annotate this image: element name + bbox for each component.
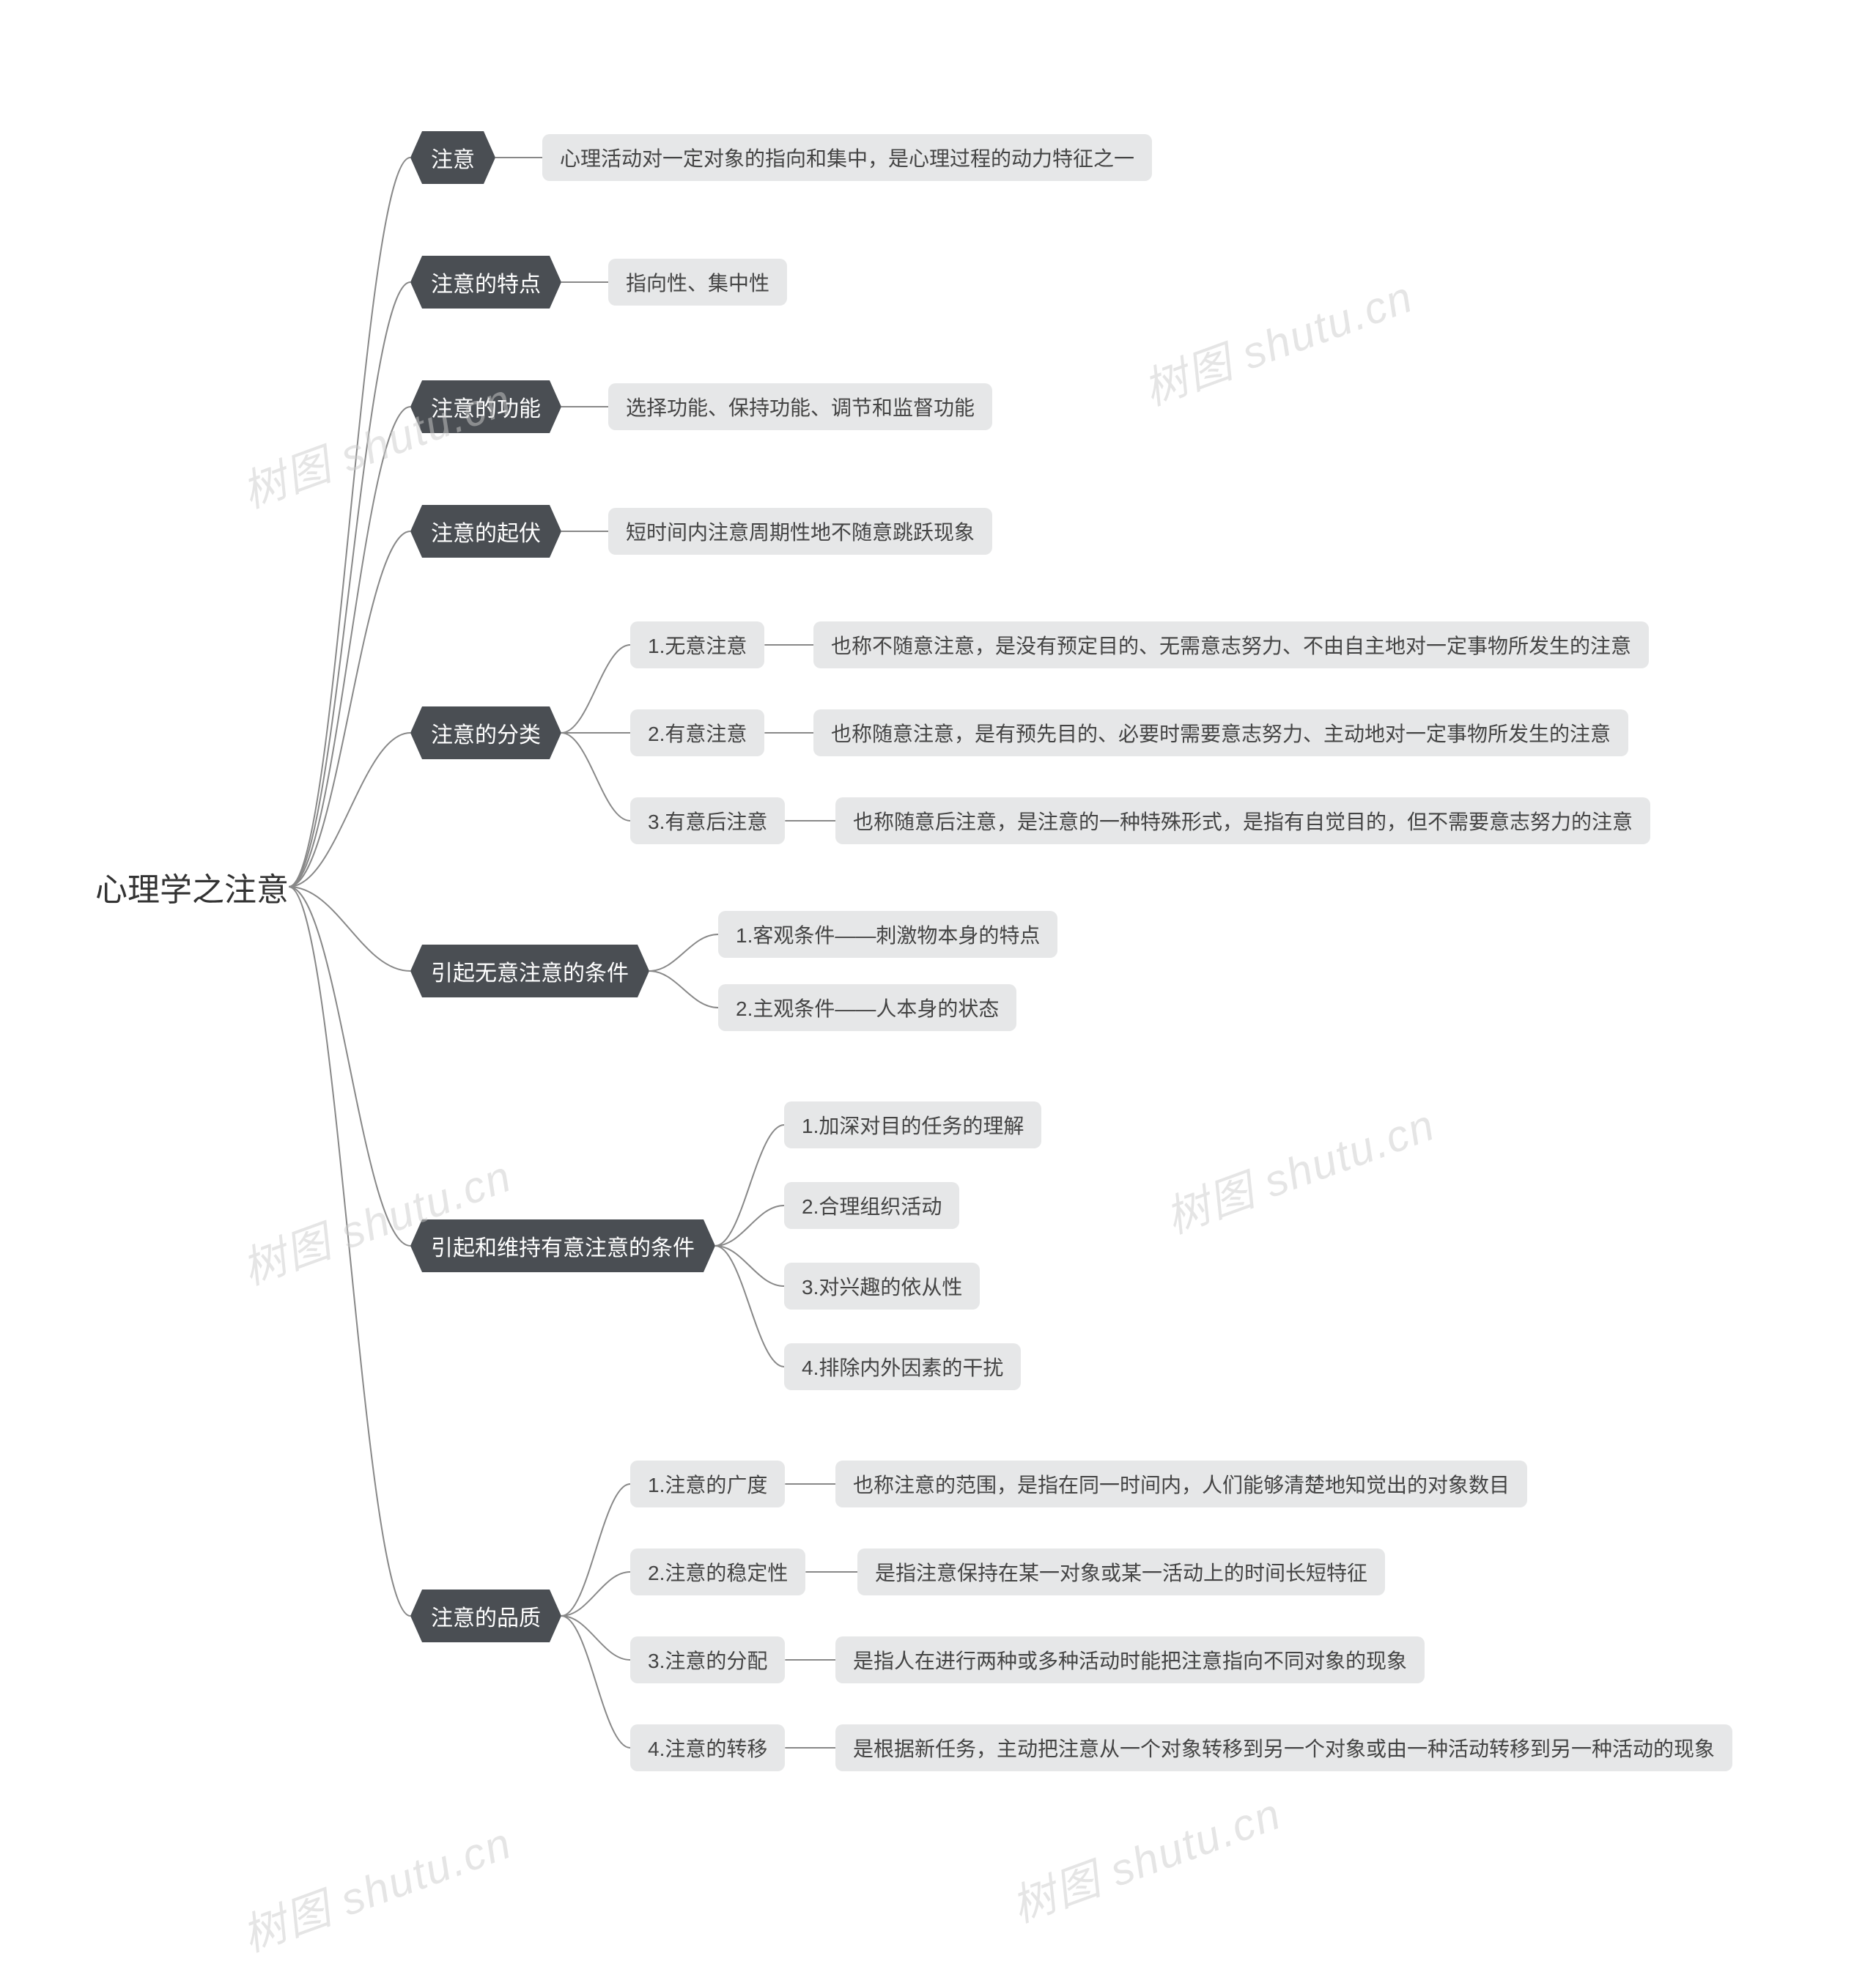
node-label: 1.客观条件——刺激物本身的特点 — [736, 924, 1040, 947]
edge — [561, 645, 630, 733]
node-n1: 注意 — [410, 131, 495, 184]
node-label: 3.对兴趣的依从性 — [802, 1276, 962, 1299]
edge — [649, 971, 718, 1008]
node-label: 也称随意注意，是有预先目的、必要时需要意志努力、主动地对一定事物所发生的注意 — [831, 723, 1611, 745]
node-label: 注意的特点 — [431, 273, 541, 297]
node-n5: 注意的分类 — [410, 706, 561, 759]
watermark: 树图 shutu.cn — [1134, 262, 1421, 418]
node-label: 心理活动对一定对象的指向和集中，是心理过程的动力特征之一 — [560, 147, 1134, 170]
watermark: 树图 shutu.cn — [1002, 1779, 1289, 1935]
node-label: 注意的功能 — [431, 397, 541, 421]
watermark: 树图 shutu.cn — [232, 1141, 520, 1298]
root-node: 心理学之注意 — [95, 863, 289, 910]
node-n5b: 2.有意注意 — [630, 709, 764, 756]
edge — [649, 934, 718, 971]
node-label: 2.主观条件——人本身的状态 — [736, 997, 999, 1020]
node-label: 4.注意的转移 — [648, 1738, 767, 1760]
node-n3: 注意的功能 — [410, 380, 561, 433]
node-n5c: 3.有意后注意 — [630, 797, 785, 844]
edge — [715, 1206, 784, 1246]
watermark: 树图 shutu.cn — [232, 1808, 520, 1964]
node-n8a1: 也称注意的范围，是指在同一时间内，人们能够清楚地知觉出的对象数目 — [835, 1461, 1527, 1507]
node-n7b: 2.合理组织活动 — [784, 1182, 959, 1229]
edge — [715, 1246, 784, 1367]
node-label: 注意的品质 — [431, 1606, 541, 1631]
node-label: 3.有意后注意 — [648, 811, 767, 833]
edge — [289, 887, 410, 971]
edge — [561, 733, 630, 821]
edge — [715, 1125, 784, 1246]
node-label: 4.排除内外因素的干扰 — [802, 1356, 1003, 1379]
edge — [561, 1616, 630, 1748]
node-n8b: 2.注意的稳定性 — [630, 1548, 805, 1595]
edge — [715, 1246, 784, 1286]
edge — [289, 531, 410, 887]
node-label: 2.有意注意 — [648, 723, 747, 745]
node-label: 也称不随意注意，是没有预定目的、无需意志努力、不由自主地对一定事物所发生的注意 — [831, 635, 1631, 657]
root-label: 心理学之注意 — [95, 872, 289, 908]
node-n4: 注意的起伏 — [410, 505, 561, 558]
watermark: 树图 shutu.cn — [1156, 1090, 1443, 1247]
node-n8c: 3.注意的分配 — [630, 1636, 785, 1683]
node-n8a: 1.注意的广度 — [630, 1461, 785, 1507]
node-n6b: 2.主观条件——人本身的状态 — [718, 984, 1016, 1031]
node-label: 注意的起伏 — [431, 522, 541, 546]
node-label: 选择功能、保持功能、调节和监督功能 — [626, 396, 975, 419]
node-n5c1: 也称随意后注意，是注意的一种特殊形式，是指有自觉目的，但不需要意志努力的注意 — [835, 797, 1650, 844]
edge — [289, 282, 410, 887]
node-n7c: 3.对兴趣的依从性 — [784, 1263, 980, 1310]
node-n7: 引起和维持有意注意的条件 — [410, 1219, 715, 1272]
node-label: 也称随意后注意，是注意的一种特殊形式，是指有自觉目的，但不需要意志努力的注意 — [853, 811, 1633, 833]
edge — [561, 1572, 630, 1616]
node-n2a: 指向性、集中性 — [608, 259, 787, 306]
node-n4a: 短时间内注意周期性地不随意跳跃现象 — [608, 508, 992, 555]
node-n5a1: 也称不随意注意，是没有预定目的、无需意志努力、不由自主地对一定事物所发生的注意 — [813, 621, 1649, 668]
node-label: 是指注意保持在某一对象或某一活动上的时间长短特征 — [875, 1562, 1367, 1584]
node-n8b1: 是指注意保持在某一对象或某一活动上的时间长短特征 — [857, 1548, 1385, 1595]
node-label: 注意 — [431, 148, 475, 172]
node-n7d: 4.排除内外因素的干扰 — [784, 1343, 1021, 1390]
edge — [289, 407, 410, 887]
node-label: 3.注意的分配 — [648, 1650, 767, 1672]
node-n8c1: 是指人在进行两种或多种活动时能把注意指向不同对象的现象 — [835, 1636, 1425, 1683]
node-n2: 注意的特点 — [410, 256, 561, 309]
node-n5a: 1.无意注意 — [630, 621, 764, 668]
node-n6: 引起无意注意的条件 — [410, 945, 649, 997]
node-label: 2.合理组织活动 — [802, 1195, 942, 1218]
node-label: 2.注意的稳定性 — [648, 1562, 788, 1584]
edge — [561, 1616, 630, 1660]
node-label: 是根据新任务，主动把注意从一个对象转移到另一个对象或由一种活动转移到另一种活动的… — [853, 1738, 1715, 1760]
node-label: 也称注意的范围，是指在同一时间内，人们能够清楚地知觉出的对象数目 — [853, 1474, 1510, 1496]
node-label: 是指人在进行两种或多种活动时能把注意指向不同对象的现象 — [853, 1650, 1407, 1672]
edge — [289, 887, 410, 1616]
edge — [561, 1484, 630, 1616]
edge — [289, 158, 410, 887]
node-n8d: 4.注意的转移 — [630, 1724, 785, 1771]
node-n5b1: 也称随意注意，是有预先目的、必要时需要意志努力、主动地对一定事物所发生的注意 — [813, 709, 1628, 756]
node-label: 注意的分类 — [431, 723, 541, 747]
node-label: 指向性、集中性 — [626, 272, 769, 295]
edge — [289, 733, 410, 887]
node-n8: 注意的品质 — [410, 1590, 561, 1642]
node-label: 短时间内注意周期性地不随意跳跃现象 — [626, 521, 975, 544]
node-n1a: 心理活动对一定对象的指向和集中，是心理过程的动力特征之一 — [542, 134, 1152, 181]
node-label: 1.加深对目的任务的理解 — [802, 1115, 1024, 1137]
node-label: 引起无意注意的条件 — [431, 961, 629, 986]
node-label: 引起和维持有意注意的条件 — [431, 1236, 695, 1260]
node-n3a: 选择功能、保持功能、调节和监督功能 — [608, 383, 992, 430]
node-n8d1: 是根据新任务，主动把注意从一个对象转移到另一个对象或由一种活动转移到另一种活动的… — [835, 1724, 1732, 1771]
node-label: 1.注意的广度 — [648, 1474, 767, 1496]
node-n7a: 1.加深对目的任务的理解 — [784, 1101, 1041, 1148]
edge — [289, 887, 410, 1246]
node-label: 1.无意注意 — [648, 635, 747, 657]
node-n6a: 1.客观条件——刺激物本身的特点 — [718, 911, 1057, 958]
